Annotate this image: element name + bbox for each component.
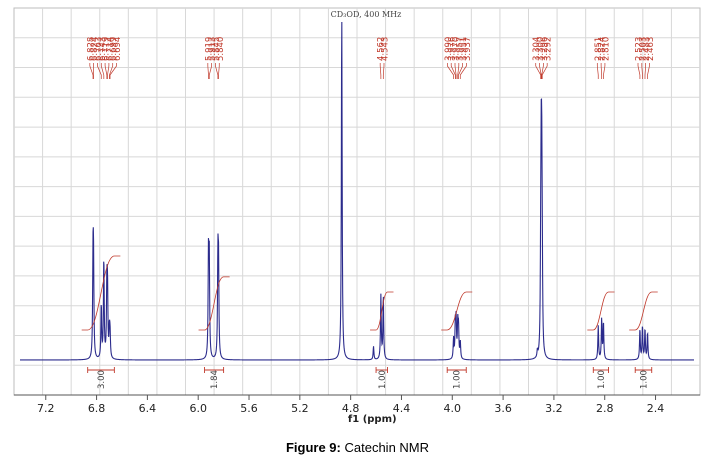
peak-label: 3.937 [463, 37, 473, 61]
peak-label-connector [208, 63, 212, 79]
integral-curve [587, 291, 615, 331]
peak-label: 5.845 [212, 37, 222, 61]
x-tick-label: 4.4 [393, 402, 411, 415]
integral-curve [198, 276, 230, 331]
x-tick-label: 4.8 [342, 402, 360, 415]
peak-label-connector [541, 63, 544, 79]
grid-lines [14, 8, 700, 395]
x-tick-label: 6.4 [139, 402, 157, 415]
peak-label-connector [541, 63, 548, 79]
integral-curve [441, 291, 473, 331]
peak-label-connector [379, 63, 382, 79]
peak-label-connector [447, 63, 454, 79]
peak-label: 3.292 [544, 37, 554, 61]
peak-labels: 6.8286.8246.7636.7436.7196.7146.6996.694… [86, 37, 656, 79]
peak-label-connector [603, 63, 606, 79]
peak-label: 6.694 [113, 37, 123, 61]
integral-curve [370, 291, 394, 331]
peak-label: 3.976 [448, 37, 458, 61]
peak-label-connector [218, 63, 220, 79]
integral-curve [629, 291, 658, 331]
peak-label-connector [644, 63, 646, 79]
peak-label-connector [107, 63, 110, 79]
spectrum-trace [20, 21, 694, 361]
x-tick-label: 2.8 [596, 402, 614, 415]
peak-label: 3.957 [455, 37, 465, 61]
peak-label: 3.296 [540, 37, 550, 61]
peak-label-connector [454, 63, 457, 79]
peak-label: 5.913 [208, 37, 218, 61]
peak-label-connector [641, 63, 643, 79]
integral-value: 1.00 [597, 370, 607, 389]
x-tick-label: 6.0 [189, 402, 207, 415]
integral-value: 1.00 [378, 370, 388, 389]
x-tick-label: 5.2 [291, 402, 309, 415]
x-tick-label: 6.8 [88, 402, 106, 415]
peak-label: 3.970 [452, 37, 462, 61]
integral-value: 1.00 [639, 370, 649, 389]
nmr-spectrum-chart: 7.2 6.8 6.4 6.0 5.6 5.2 4.8 4.4 4.0 3.6 3.2 2.8 2.4 f… [13, 7, 701, 425]
x-tick-label: 7.2 [37, 402, 55, 415]
peak-label-connector [207, 63, 209, 79]
peak-label: 2.824 [598, 37, 608, 61]
peak-label: 3.304 [532, 37, 542, 61]
x-tick-label: 5.6 [240, 402, 258, 415]
x-axis-label: f1 (ppm) [348, 414, 397, 425]
peak-label-connector [637, 63, 641, 79]
peak-label-connector [459, 63, 467, 79]
peak-label: 6.763 [94, 37, 104, 61]
x-tick-label: 2.4 [647, 402, 665, 415]
peak-label: 6.828 [86, 37, 96, 61]
peak-label: 6.743 [98, 37, 108, 61]
peak-label: 4.562 [377, 37, 387, 61]
peak-label-connector [539, 63, 542, 79]
peak-label: 2.851 [594, 37, 604, 61]
peak-label: 2.463 [646, 37, 656, 61]
integrals: 3.00 1.84 1.00 1.00 1.00 1.00 [81, 255, 658, 389]
peak-label-connector [647, 63, 650, 79]
peak-label: 6.699 [109, 37, 119, 61]
peak-label: 2.483 [642, 37, 652, 61]
integral-value: 1.84 [210, 370, 220, 389]
peak-label: 3.951 [459, 37, 469, 61]
peak-label-connector [104, 63, 108, 79]
figure-caption-label: Figure 9: [285, 440, 341, 455]
peak-label-connector [457, 63, 460, 79]
x-tick-label: 3.6 [494, 402, 512, 415]
peak-label: 2.503 [638, 37, 648, 61]
peak-label-connector [596, 63, 599, 79]
peak-label: 4.543 [381, 37, 391, 61]
peak-label: 6.719 [102, 37, 112, 61]
x-tick-label: 4.0 [444, 402, 462, 415]
peak-label: 6.824 [90, 37, 100, 61]
peak-label: 2.810 [601, 37, 611, 61]
peak-label-connector [458, 63, 463, 79]
integral-value: 1.00 [453, 370, 463, 389]
chart-subtitle: CD₃OD, 400 MHz [331, 10, 402, 19]
peak-label: 5.840 [216, 37, 226, 61]
integral-value: 3.00 [97, 370, 107, 389]
peak-label: 5.919 [204, 37, 214, 61]
peak-label: 3.300 [536, 37, 546, 61]
peak-label-connector [109, 63, 117, 79]
peak-label: 3.990 [444, 37, 454, 61]
peak-label-connector [89, 63, 94, 79]
peak-label-connector [382, 63, 385, 79]
peak-label-connector [535, 63, 542, 79]
peak-label-connector [97, 63, 102, 79]
figure-caption: Figure 9: Catechin NMR [0, 440, 715, 455]
peak-label-connector [600, 63, 603, 79]
x-tick-label: 3.2 [545, 402, 563, 415]
figure-caption-text: Catechin NMR [340, 440, 430, 455]
peak-label-connector [109, 63, 114, 79]
peak-label-connector [100, 63, 105, 79]
peak-label-connector [215, 63, 219, 79]
peak-label-connector [450, 63, 456, 79]
peak-label: 2.523 [635, 37, 645, 61]
peak-label: 6.714 [105, 37, 115, 61]
